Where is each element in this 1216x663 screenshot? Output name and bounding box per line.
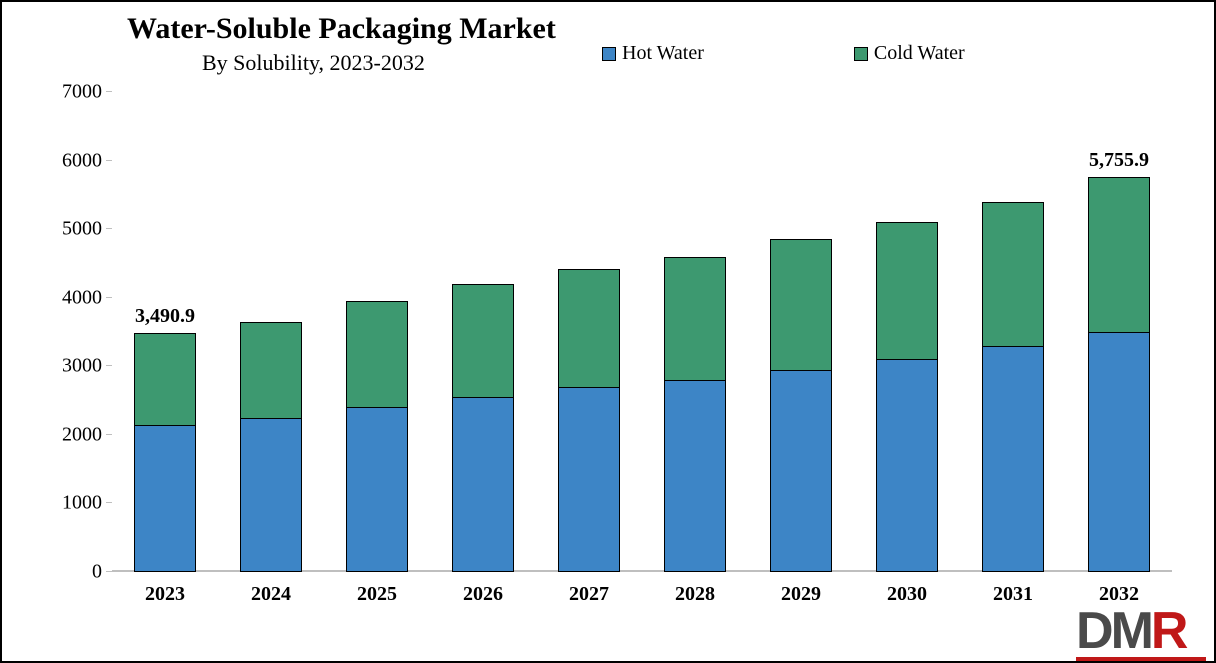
y-tick-mark: [106, 502, 112, 503]
y-tick-mark: [106, 365, 112, 366]
bar-segment-cold: [1089, 177, 1149, 332]
data-label: 5,755.9: [1089, 149, 1149, 172]
logo-letter-r: R: [1151, 602, 1186, 660]
bar-group: [558, 269, 620, 572]
legend-label: Hot Water: [622, 42, 704, 65]
bar-group: [346, 301, 408, 572]
x-axis-label: 2027: [558, 583, 620, 606]
y-tick-label: 2000: [22, 423, 102, 446]
bar-segment-cold: [135, 333, 195, 425]
chart-subtitle: By Solubility, 2023-2032: [202, 50, 425, 76]
x-axis-label: 2030: [876, 583, 938, 606]
x-axis-label: 2031: [982, 583, 1044, 606]
bar-segment-cold: [347, 301, 407, 407]
x-axis-label: 2028: [664, 583, 726, 606]
bar-segment-hot: [983, 346, 1043, 572]
logo-letter-d: D: [1076, 602, 1111, 660]
legend-swatch: [602, 47, 616, 61]
bar-group: [452, 284, 514, 572]
bar-group: [240, 322, 302, 572]
y-tick-mark: [106, 434, 112, 435]
bar-segment-hot: [559, 387, 619, 572]
bar-segment-cold: [983, 202, 1043, 346]
y-tick-label: 6000: [22, 149, 102, 172]
bar-segment-hot: [453, 397, 513, 572]
logo-letter-m: M: [1111, 602, 1151, 660]
data-label: 3,490.9: [135, 305, 195, 328]
dmr-logo: DMR: [1076, 603, 1206, 659]
y-tick-mark: [106, 91, 112, 92]
y-tick-mark: [106, 160, 112, 161]
bar-group: [876, 222, 938, 572]
x-axis-labels: 2023202420252026202720282029203020312032: [112, 583, 1172, 606]
x-axis-label: 2023: [134, 583, 196, 606]
bar-group: [1088, 177, 1150, 572]
y-tick-mark: [106, 571, 112, 572]
legend: Hot Water Cold Water: [602, 42, 965, 65]
bar-segment-hot: [241, 418, 301, 572]
bar-segment-hot: [135, 425, 195, 572]
bar-segment-hot: [771, 370, 831, 572]
bar-segment-hot: [1089, 332, 1149, 572]
x-axis-label: 2029: [770, 583, 832, 606]
y-tick-label: 5000: [22, 218, 102, 241]
bar-segment-cold: [877, 222, 937, 359]
bar-group: [982, 202, 1044, 572]
logo-underline: [1076, 657, 1206, 661]
bar-group: [770, 239, 832, 572]
chart-frame: Water-Soluble Packaging Market By Solubi…: [0, 0, 1216, 663]
bar-segment-hot: [877, 359, 937, 572]
x-axis-label: 2024: [240, 583, 302, 606]
x-axis-label: 2025: [346, 583, 408, 606]
bar-group: [664, 257, 726, 572]
legend-item: Cold Water: [854, 42, 965, 65]
bar-segment-cold: [771, 239, 831, 369]
bars-container: [112, 92, 1172, 572]
y-tick-label: 7000: [22, 81, 102, 104]
x-axis-label: 2026: [452, 583, 514, 606]
bar-segment-cold: [453, 284, 513, 397]
bar-segment-cold: [241, 322, 301, 418]
legend-swatch: [854, 47, 868, 61]
y-tick-mark: [106, 297, 112, 298]
legend-item: Hot Water: [602, 42, 704, 65]
y-tick-mark: [106, 228, 112, 229]
chart-title: Water-Soluble Packaging Market: [127, 12, 556, 46]
bar-segment-cold: [559, 269, 619, 387]
legend-label: Cold Water: [874, 42, 965, 65]
y-tick-label: 1000: [22, 492, 102, 515]
bar-segment-hot: [347, 407, 407, 572]
bar-segment-cold: [665, 257, 725, 380]
bar-segment-hot: [665, 380, 725, 572]
y-tick-label: 4000: [22, 286, 102, 309]
bar-group: [134, 333, 196, 572]
y-tick-label: 3000: [22, 355, 102, 378]
y-tick-label: 0: [22, 561, 102, 584]
plot-area: 2023202420252026202720282029203020312032…: [112, 92, 1172, 572]
